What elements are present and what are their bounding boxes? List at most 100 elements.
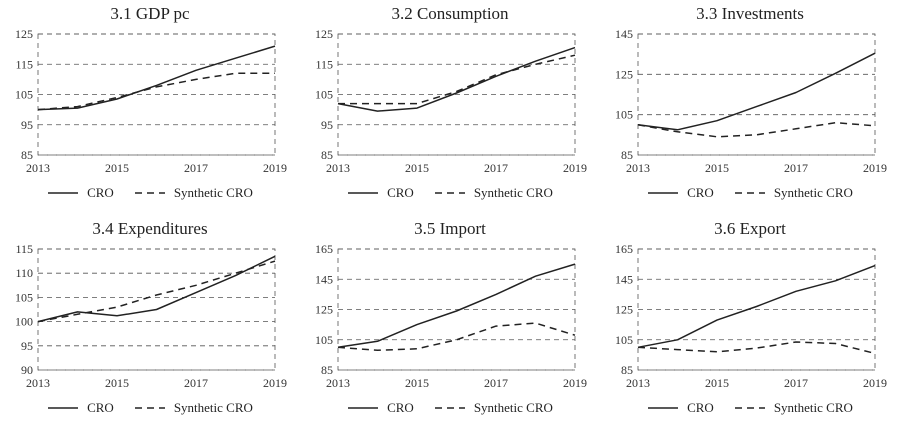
series-line-synthetic-cro <box>637 341 876 355</box>
x-tick-label: 2017 <box>484 376 508 390</box>
plot-frame <box>37 33 276 156</box>
legend-item: CRO <box>647 185 714 201</box>
plot-frame <box>637 248 876 371</box>
y-tick-label: 125 <box>615 67 633 81</box>
plot-frame <box>337 33 576 156</box>
legend-label: CRO <box>87 185 114 200</box>
y-tick-label: 105 <box>315 333 333 347</box>
series-line-synthetic-cro <box>338 54 576 105</box>
y-tick-label: 85 <box>321 148 333 162</box>
series-line-cro <box>37 255 276 323</box>
x-tick-label: 2015 <box>405 376 429 390</box>
x-tick-label: 2013 <box>26 376 50 390</box>
series-line-synthetic-cro <box>637 121 876 138</box>
chart-title: 3.3 Investments <box>696 4 804 23</box>
legend-label: Synthetic CRO <box>773 400 853 415</box>
x-tick-label: 2019 <box>863 376 887 390</box>
legend: CRO Synthetic CRO <box>0 185 300 201</box>
x-tick-label: 2013 <box>326 161 350 175</box>
line-chart: 85 105 125 145 165 2013 2015 2017 2019 <box>315 242 587 390</box>
y-tick-label: 125 <box>615 303 633 317</box>
y-tick-label: 85 <box>21 148 33 162</box>
y-tick-label: 95 <box>321 118 333 132</box>
x-tick-label: 2017 <box>784 161 808 175</box>
legend-label: CRO <box>687 185 714 200</box>
chart-title: 3.5 Import <box>414 219 486 238</box>
legend-item: CRO <box>47 400 114 416</box>
y-tick-label: 100 <box>15 315 33 329</box>
chart-title: 3.6 Export <box>714 219 786 238</box>
y-tick-label: 125 <box>315 27 333 41</box>
legend-swatch <box>648 192 679 194</box>
legend-item: CRO <box>647 400 714 416</box>
chart-title: 3.2 Consumption <box>391 4 509 23</box>
x-tick-label: 2013 <box>26 161 50 175</box>
plot-frame <box>37 248 276 371</box>
legend-item: Synthetic CRO <box>134 400 253 416</box>
legend-swatch <box>48 407 79 409</box>
x-tick-label: 2019 <box>263 376 287 390</box>
series-line-synthetic-cro <box>337 322 576 352</box>
x-tick-label: 2015 <box>105 376 129 390</box>
line-chart: 90 95 100 105 110 115 2013 2015 2017 2019 <box>15 242 287 390</box>
legend-item: Synthetic CRO <box>434 400 553 416</box>
legend-label: CRO <box>387 400 414 415</box>
line-chart: 85 95 105 115 125 2013 2015 2017 2019 <box>315 27 587 175</box>
y-tick-label: 85 <box>621 363 633 377</box>
y-tick-label: 115 <box>15 57 33 71</box>
legend: CRO Synthetic CRO <box>300 185 600 201</box>
legend-label: Synthetic CRO <box>173 400 253 415</box>
y-tick-label: 105 <box>315 88 333 102</box>
legend-item: Synthetic CRO <box>734 400 853 416</box>
chart-panel: 3.4 Expenditures 90 95 100 105 110 115 2013 2015… <box>0 215 300 430</box>
x-tick-label: 2013 <box>626 161 650 175</box>
legend-swatch <box>734 192 765 194</box>
series-line-cro <box>337 263 576 349</box>
legend-item: Synthetic CRO <box>434 185 553 201</box>
x-tick-label: 2017 <box>184 161 208 175</box>
plot-frame <box>337 248 576 371</box>
legend: CRO Synthetic CRO <box>600 400 900 416</box>
chart-panel: 3.6 Export 85 105 125 145 165 2013 2015 2017 2019… <box>600 215 900 430</box>
series-line-cro <box>37 45 276 111</box>
y-tick-label: 95 <box>21 118 33 132</box>
chart-panel: 3.1 GDP pc 85 95 105 115 125 2013 2015 2017 2019 C… <box>0 0 300 215</box>
legend-swatch <box>134 192 165 194</box>
legend-swatch <box>348 407 379 409</box>
plot-frame <box>637 33 876 156</box>
legend-swatch <box>48 192 79 194</box>
legend-swatch <box>134 407 165 409</box>
y-tick-label: 105 <box>615 333 633 347</box>
series-line-synthetic-cro <box>37 72 275 111</box>
y-tick-label: 145 <box>315 272 333 286</box>
legend-label: CRO <box>687 400 714 415</box>
legend-item: Synthetic CRO <box>134 185 253 201</box>
legend-swatch <box>648 407 679 409</box>
legend-swatch <box>434 407 465 409</box>
legend: CRO Synthetic CRO <box>300 400 600 416</box>
line-chart: 85 105 125 145 2013 2015 2017 2019 <box>615 27 887 175</box>
legend-label: CRO <box>87 400 114 415</box>
y-tick-label: 165 <box>315 242 333 256</box>
y-tick-label: 125 <box>15 27 33 41</box>
chart-panel: 3.3 Investments 85 105 125 145 2013 2015 2017 20… <box>600 0 900 215</box>
x-tick-label: 2017 <box>184 376 208 390</box>
y-tick-label: 115 <box>15 242 33 256</box>
y-tick-label: 115 <box>315 57 333 71</box>
x-tick-label: 2019 <box>863 161 887 175</box>
series-line-cro <box>637 264 876 349</box>
legend: CRO Synthetic CRO <box>600 185 900 201</box>
series-line-cro <box>337 46 576 112</box>
y-tick-label: 145 <box>615 27 633 41</box>
legend-swatch <box>434 192 465 194</box>
chart-title: 3.1 GDP pc <box>110 4 190 23</box>
line-chart: 85 95 105 115 125 2013 2015 2017 2019 <box>15 27 287 175</box>
x-tick-label: 2015 <box>705 376 729 390</box>
y-tick-label: 90 <box>21 363 33 377</box>
y-tick-label: 110 <box>15 266 33 280</box>
x-tick-label: 2013 <box>626 376 650 390</box>
y-tick-label: 165 <box>615 242 633 256</box>
y-tick-label: 145 <box>615 272 633 286</box>
y-tick-label: 85 <box>321 363 333 377</box>
legend-label: Synthetic CRO <box>773 185 853 200</box>
